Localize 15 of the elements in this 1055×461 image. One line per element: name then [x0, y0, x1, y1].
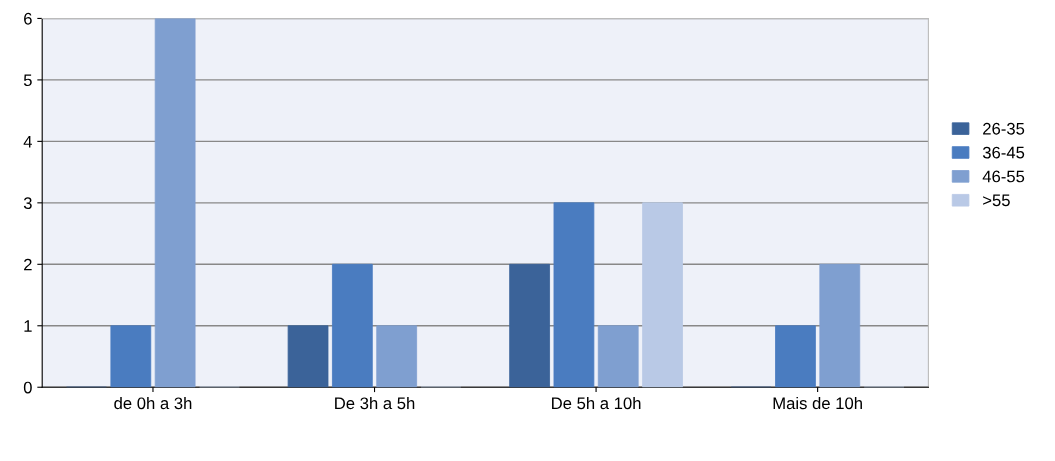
x-tick-label: De 3h a 5h	[335, 396, 415, 410]
legend-label: 36-45	[982, 146, 1025, 159]
legend-label: >55	[983, 194, 1010, 207]
y-tick-label: 3	[23, 197, 32, 210]
y-tick-label: 0	[23, 381, 32, 394]
y-tick-label: 2	[24, 258, 32, 271]
x-tick-label: de 0h a 3h	[114, 396, 192, 410]
x-tick-label: De 5h a 10h	[552, 396, 641, 410]
legend-label: 46-55	[982, 170, 1025, 183]
y-tick-label: 1	[24, 320, 32, 332]
x-tick-label: Mais de 10h	[773, 396, 862, 410]
legend-label: 26-35	[983, 122, 1025, 135]
y-tick-label: 4	[23, 135, 32, 148]
y-tick-label: 6	[24, 12, 32, 25]
y-tick-label: 5	[23, 74, 32, 87]
